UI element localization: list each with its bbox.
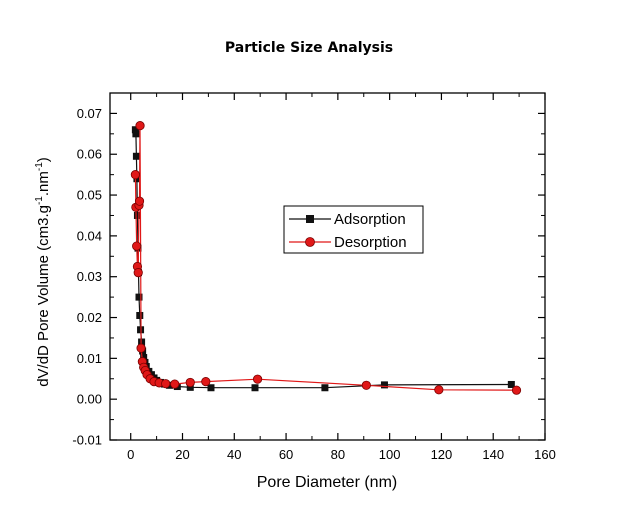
data-point-desorption xyxy=(134,196,145,206)
plot-frame xyxy=(109,92,546,441)
data-point-desorption xyxy=(511,385,522,395)
data-point-adsorption xyxy=(207,384,215,392)
x-tick-label: 160 xyxy=(534,447,556,462)
chart-title: Particle Size Analysis xyxy=(224,40,394,56)
data-point-desorption xyxy=(185,377,195,388)
y-axis-label-mid: .nm xyxy=(35,171,52,196)
data-point-desorption xyxy=(135,121,145,131)
data-point-desorption xyxy=(130,170,140,180)
data-point-adsorption xyxy=(133,211,141,219)
data-point-desorption xyxy=(252,374,263,384)
y-tick-label: 0.06 xyxy=(77,147,102,162)
data-point-adsorption xyxy=(251,384,259,392)
data-point-adsorption xyxy=(135,293,143,301)
x-axis-label: Pore Diameter (nm) xyxy=(257,474,397,491)
y-tick-label: 0.05 xyxy=(77,188,102,203)
axis-tick-labels: 0 20 40 60 80 100 120 140 160 -0.01 0.00 0.01 0.02 0.… xyxy=(72,106,555,462)
x-tick-label: 140 xyxy=(482,447,504,462)
data-point-desorption xyxy=(201,377,211,387)
plot-border xyxy=(109,92,546,441)
y-tick-label: 0.03 xyxy=(77,269,102,284)
y-axis-label-end: ) xyxy=(35,157,52,162)
y-axis-label-sup1: -1 xyxy=(34,196,45,205)
legend-label-adsorption: Adsorption xyxy=(334,211,406,228)
y-tick-label: 0.00 xyxy=(77,392,102,407)
series-line-adsorption xyxy=(134,129,512,389)
data-point-desorption xyxy=(136,343,146,353)
data-point-desorption xyxy=(434,385,444,395)
legend-label-desorption: Desorption xyxy=(334,234,407,251)
data-point-desorption xyxy=(161,379,171,389)
data-point-adsorption xyxy=(131,126,139,134)
x-tick-label: 40 xyxy=(227,447,241,462)
y-axis-label-sup2: -1 xyxy=(34,162,45,171)
legend-marker-adsorption xyxy=(306,215,314,223)
data-point-adsorption xyxy=(321,384,329,392)
y-tick-label: 0.02 xyxy=(77,310,102,325)
y-tick-label: 0.01 xyxy=(77,351,102,366)
y-tick-label: 0.07 xyxy=(77,106,102,121)
data-point-desorption xyxy=(170,379,180,389)
y-axis-label-main: dV/dD Pore Volume (cm3.g xyxy=(35,205,52,387)
y-tick-label: 0.04 xyxy=(77,228,102,243)
x-tick-label: 60 xyxy=(279,447,293,462)
x-tick-label: 20 xyxy=(175,447,189,462)
axis-ticks xyxy=(110,93,546,441)
data-point-adsorption xyxy=(132,130,140,138)
data-point-adsorption xyxy=(507,380,515,388)
data-point-adsorption xyxy=(380,381,388,389)
x-tick-label: 100 xyxy=(379,447,401,462)
y-tick-label: -0.01 xyxy=(72,433,102,448)
data-point-desorption xyxy=(133,268,143,278)
x-tick-label: 80 xyxy=(331,447,345,462)
x-tick-label: 0 xyxy=(127,447,134,462)
data-point-adsorption xyxy=(186,383,194,391)
data-point-adsorption xyxy=(132,152,140,160)
y-axis-label: dV/dD Pore Volume (cm3.g-1.nm-1) xyxy=(34,157,52,387)
data-point-desorption xyxy=(132,241,142,251)
series-layer xyxy=(130,121,522,395)
legend-marker-desorption xyxy=(305,237,315,247)
x-tick-label: 120 xyxy=(431,447,453,462)
data-point-desorption xyxy=(361,380,371,390)
series-line-desorption xyxy=(134,125,517,391)
data-point-adsorption xyxy=(136,311,144,319)
legend: Adsorption Desorption xyxy=(283,205,424,254)
